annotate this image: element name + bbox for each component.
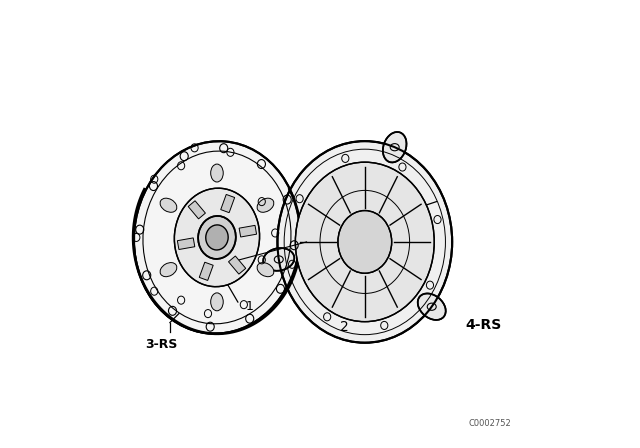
Text: 3-RS: 3-RS: [145, 338, 177, 352]
Ellipse shape: [211, 164, 223, 182]
Ellipse shape: [134, 141, 300, 334]
Ellipse shape: [257, 263, 274, 277]
Bar: [221, 194, 235, 213]
Ellipse shape: [198, 216, 236, 259]
Ellipse shape: [160, 198, 177, 212]
Text: C0002752: C0002752: [469, 419, 511, 428]
Ellipse shape: [160, 263, 177, 277]
Ellipse shape: [263, 248, 294, 271]
Text: 2: 2: [340, 320, 349, 334]
Bar: [239, 225, 257, 237]
Ellipse shape: [174, 188, 260, 287]
Bar: [199, 262, 213, 280]
Bar: [188, 201, 205, 219]
Ellipse shape: [383, 132, 406, 163]
Bar: [228, 256, 246, 274]
Ellipse shape: [296, 162, 435, 322]
Text: 1: 1: [246, 300, 254, 314]
Text: 4-RS: 4-RS: [466, 318, 502, 332]
Ellipse shape: [257, 198, 274, 212]
Bar: [177, 238, 195, 250]
Ellipse shape: [211, 293, 223, 311]
Ellipse shape: [338, 211, 392, 273]
Ellipse shape: [418, 293, 445, 320]
Ellipse shape: [278, 141, 452, 343]
Ellipse shape: [205, 225, 228, 250]
